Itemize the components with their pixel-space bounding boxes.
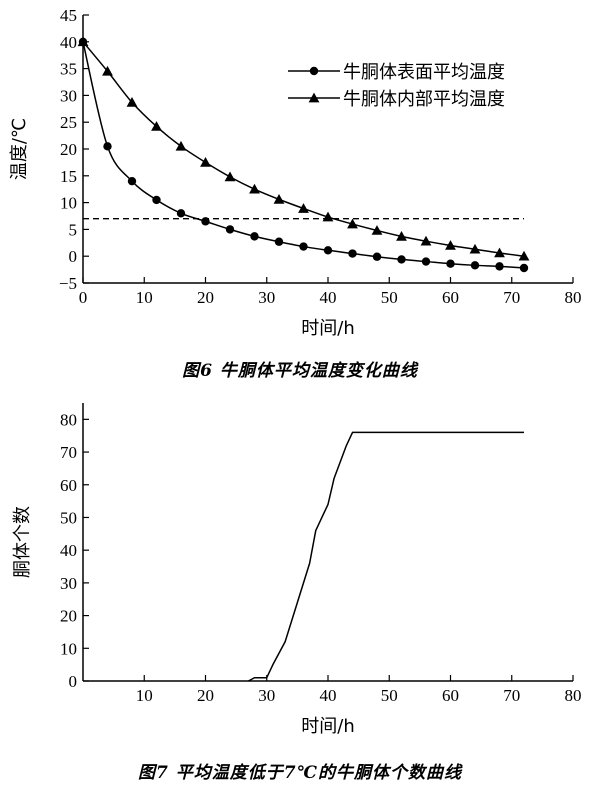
x-tick-label: 40 [320, 288, 337, 307]
x-tick-label: 80 [565, 686, 582, 705]
data-point-series-1 [519, 263, 529, 273]
data-point-series-2 [445, 240, 456, 250]
x-tick-label: 30 [258, 288, 275, 307]
data-point-series-2 [322, 211, 334, 222]
data-point-series-1 [372, 252, 382, 261]
data-point-series-2 [224, 171, 236, 182]
data-point-series-1 [470, 261, 480, 270]
data-point-series-1 [397, 255, 406, 264]
data-point-series-2 [77, 36, 89, 47]
data-point-series-2 [396, 230, 407, 241]
legend-marker-1 [309, 66, 319, 76]
y-tick-label: 50 [60, 508, 77, 527]
x-tick-label: 10 [136, 288, 153, 307]
y-tick-label: 40 [60, 33, 77, 52]
y-tick-label: −5 [59, 274, 77, 293]
x-axis-title: 时间/h [301, 716, 354, 737]
data-point-series-1 [176, 209, 186, 218]
data-point-series-1 [299, 242, 308, 251]
x-tick-label: 40 [320, 686, 337, 705]
data-point-series-2 [371, 225, 383, 235]
x-tick-label: 60 [442, 288, 459, 307]
data-point-series-1 [201, 217, 210, 226]
data-point-series-2 [494, 247, 505, 258]
y-tick-label: 10 [60, 194, 77, 213]
figure7-caption: 图7 平均温度低于7℃的牛胴体个数曲线 [138, 763, 462, 783]
y-tick-label: 0 [69, 672, 78, 691]
data-point-series-2 [151, 121, 162, 131]
legend-label-1: 牛胴体表面平均温度 [343, 62, 505, 83]
data-point-series-2 [518, 250, 530, 261]
y-axis-title: 胴体个数 [12, 506, 33, 578]
data-point-series-2 [469, 243, 481, 254]
x-tick-label: 80 [565, 288, 582, 307]
x-tick-label: 50 [381, 288, 398, 307]
x-tick-label: 60 [442, 686, 459, 705]
legend-marker-2 [308, 92, 320, 103]
count-series-line [248, 431, 524, 682]
y-tick-label: 5 [69, 220, 78, 239]
data-point-series-2 [273, 193, 285, 204]
x-tick-label: 50 [381, 686, 398, 705]
y-tick-label: 30 [60, 574, 77, 593]
y-tick-label: 15 [60, 167, 77, 186]
y-tick-label: 25 [60, 113, 77, 132]
data-point-series-1 [225, 225, 235, 234]
chart-carcass-count: 0 10 20 30 40 50 60 70 80 10 20 30 40 50 60 70 80 胴体个数时间/… [12, 403, 582, 737]
x-axis-title: 时间/h [301, 318, 354, 339]
data-point-series-2 [200, 157, 211, 167]
data-point-series-1 [127, 176, 137, 186]
data-point-series-1 [103, 142, 112, 151]
x-tick-label: 70 [503, 686, 520, 705]
y-tick-label: 20 [60, 140, 77, 159]
data-point-series-1 [495, 262, 504, 271]
data-point-series-1 [152, 195, 161, 205]
data-point-series-1 [348, 249, 357, 258]
data-point-series-2 [347, 218, 358, 229]
data-point-series-1 [421, 257, 431, 266]
data-point-series-1 [274, 237, 284, 246]
x-tick-label: 10 [136, 686, 153, 705]
y-tick-label: 35 [60, 60, 77, 79]
y-tick-label: 40 [60, 541, 77, 560]
data-point-series-2 [126, 96, 138, 107]
x-tick-label: 0 [79, 288, 88, 307]
data-point-series-1 [250, 232, 259, 241]
data-point-series-1 [323, 246, 333, 255]
y-tick-label: 80 [60, 410, 77, 429]
y-tick-label: 0 [69, 247, 78, 266]
data-point-series-2 [175, 140, 187, 151]
y-tick-label: 30 [60, 86, 77, 105]
y-axis-title: 温度/℃ [9, 118, 30, 180]
y-tick-label: 10 [60, 639, 77, 658]
x-tick-label: 20 [197, 686, 214, 705]
data-point-series-2 [298, 203, 309, 213]
data-point-series-2 [420, 235, 432, 246]
y-tick-label: 70 [60, 443, 77, 462]
y-tick-label: 20 [60, 607, 77, 626]
x-tick-label: 30 [258, 686, 275, 705]
data-point-series-2 [102, 65, 113, 76]
y-tick-label: 45 [60, 6, 77, 25]
figure6-caption: 图6 牛胴体平均温度变化曲线 [182, 361, 418, 381]
y-tick-label: 60 [60, 476, 77, 495]
data-point-series-2 [249, 183, 260, 194]
data-point-series-1 [446, 259, 455, 268]
x-tick-label: 70 [503, 288, 520, 307]
x-tick-label: 20 [197, 288, 214, 307]
legend-label-2: 牛胴体内部平均温度 [343, 89, 505, 110]
